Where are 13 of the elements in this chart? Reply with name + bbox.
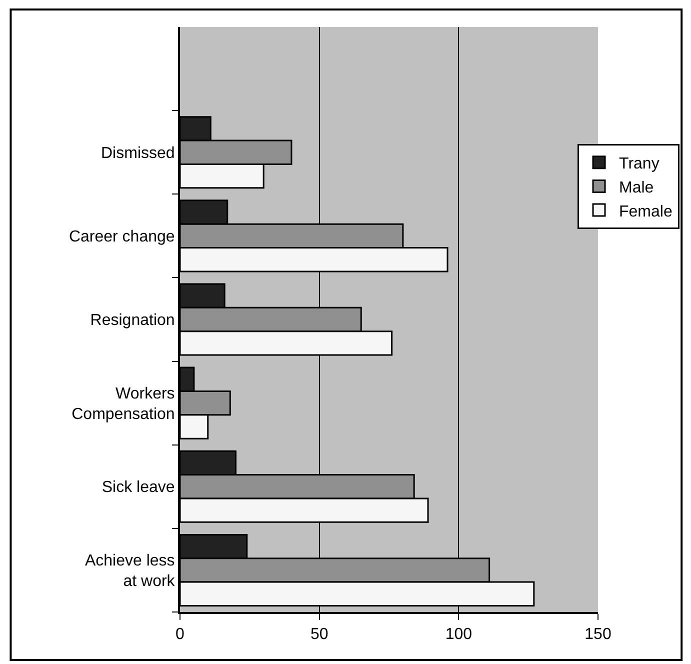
y-tick-label: Sick leave: [102, 479, 175, 496]
y-tick-label: Achieve less at work: [84, 552, 176, 590]
x-tick-label: 0: [176, 626, 185, 644]
y-tick-label: Career change: [68, 228, 175, 246]
x-tick-label: 50: [310, 626, 328, 644]
y-tick-label: Dismissed: [101, 144, 175, 162]
legend-label: Trany: [619, 156, 660, 173]
x-tick-label: 100: [445, 626, 472, 644]
legend-label: Female: [619, 203, 672, 220]
y-tick-label: Workers Compensation: [72, 385, 175, 424]
y-tick-label: Resignation: [90, 312, 175, 330]
legend-label: Male: [619, 179, 654, 196]
x-tick-label: 150: [584, 626, 612, 644]
